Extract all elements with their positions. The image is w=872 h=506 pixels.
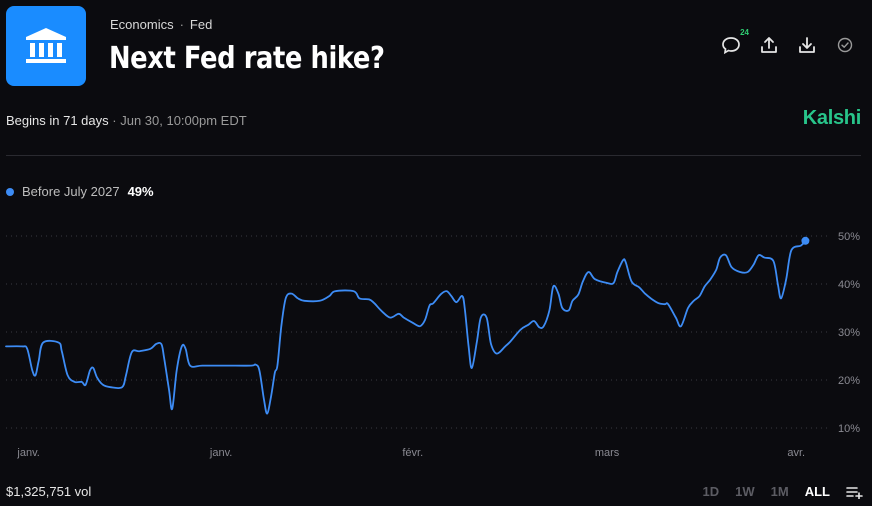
volume-text: $1,325,751 vol [6, 484, 92, 499]
playlist-add-icon [846, 487, 863, 500]
download-icon [799, 37, 815, 53]
series-endpoint-0[interactable] [801, 236, 810, 245]
chart-legend: Before July 2027 49% [6, 184, 154, 199]
category-logo [6, 6, 86, 86]
range-1w[interactable]: 1W [735, 484, 755, 499]
download-button[interactable] [796, 34, 818, 56]
page-title: Next Fed rate hike? [109, 41, 385, 76]
share-button[interactable] [758, 34, 780, 56]
header-actions: 24 [720, 28, 856, 56]
x-tick-label: mars [595, 447, 620, 459]
legend-value: 49% [127, 184, 154, 199]
share-icon [761, 37, 777, 53]
series-line-0 [5, 239, 807, 415]
comment-count-badge: 24 [740, 28, 749, 37]
breadcrumb: Economics · Fed [110, 17, 212, 32]
y-tick-label: 40% [838, 279, 860, 291]
begins-countdown: Begins in 71 days [6, 113, 109, 128]
breadcrumb-subcategory[interactable]: Fed [189, 17, 213, 32]
meta-separator: · [112, 113, 117, 128]
y-tick-label: 50% [838, 231, 860, 243]
check-circle-icon [837, 37, 853, 53]
market-schedule: Begins in 71 days · Jun 30, 10:00pm EDT [6, 113, 247, 128]
breadcrumb-category[interactable]: Economics [110, 17, 174, 32]
x-tick-label: janv. [16, 447, 39, 459]
comment-icon [722, 37, 740, 55]
chart-settings-button[interactable] [846, 485, 864, 504]
x-tick-label: janv. [209, 447, 232, 459]
y-tick-label: 20% [838, 375, 860, 387]
range-selector: 1D 1W 1M ALL [703, 484, 830, 499]
kalshi-logo[interactable]: Kalshi [802, 107, 862, 129]
range-all[interactable]: ALL [804, 484, 830, 499]
divider [6, 155, 861, 156]
begin-date: Jun 30, 10:00pm EDT [120, 113, 247, 128]
x-tick-label: avr. [787, 447, 805, 459]
legend-dot [6, 187, 14, 196]
comments-button[interactable]: 24 [720, 28, 749, 56]
y-tick-label: 30% [838, 327, 860, 339]
check-button[interactable] [834, 34, 856, 56]
y-tick-label: 10% [838, 423, 860, 435]
range-1d[interactable]: 1D [702, 484, 720, 499]
breadcrumb-separator: · [179, 17, 184, 32]
legend-label: Before July 2027 [22, 184, 120, 199]
range-1m[interactable]: 1M [770, 484, 789, 499]
x-tick-label: févr. [402, 447, 423, 459]
bank-building-icon [26, 28, 66, 63]
